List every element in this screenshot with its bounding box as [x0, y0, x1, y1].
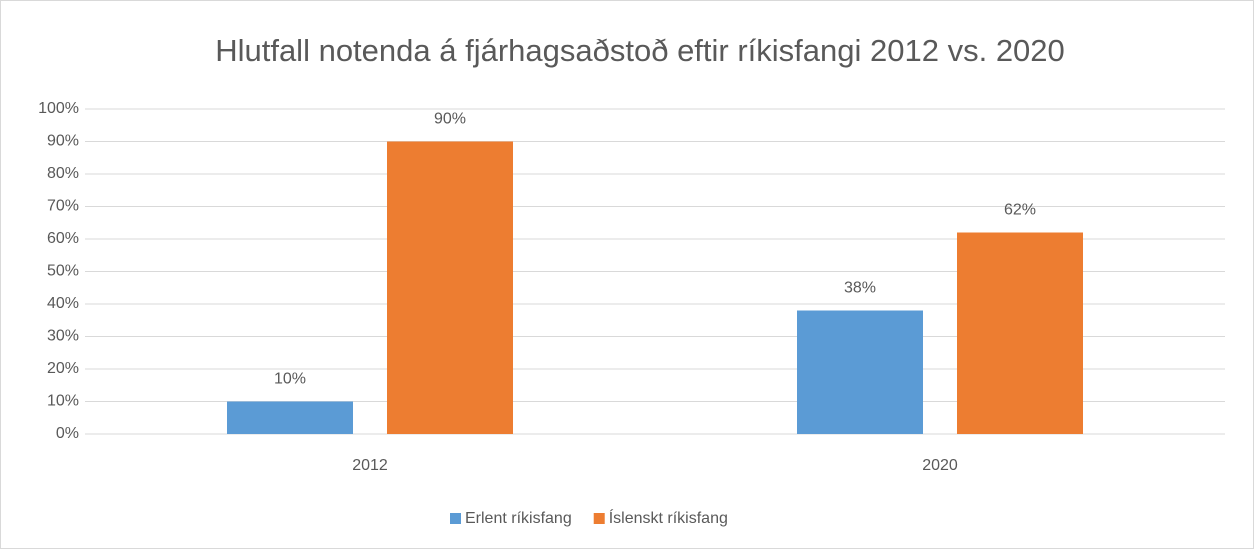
y-tick-label: 60%	[47, 230, 79, 247]
data-label: 10%	[274, 371, 306, 388]
bar	[797, 310, 923, 434]
x-tick-label: 2020	[922, 457, 958, 474]
x-tick-label: 2012	[352, 457, 388, 474]
data-label: 90%	[434, 111, 466, 128]
y-tick-label: 100%	[38, 100, 79, 117]
chart-title: Hlutfall notenda á fjárhagsaðstoð eftir …	[215, 33, 1065, 68]
legend-label: Erlent ríkisfang	[465, 510, 572, 527]
data-label: 62%	[1004, 202, 1036, 219]
y-tick-label: 0%	[56, 425, 79, 442]
y-tick-label: 20%	[47, 360, 79, 377]
y-tick-label: 10%	[47, 393, 79, 410]
legend-swatch	[593, 513, 605, 524]
bar	[387, 141, 513, 434]
y-tick-label: 40%	[47, 295, 79, 312]
y-tick-label: 50%	[47, 263, 79, 280]
bar	[957, 232, 1083, 434]
legend-swatch	[450, 513, 461, 524]
y-tick-label: 80%	[47, 165, 79, 182]
data-label: 38%	[844, 280, 876, 297]
y-tick-label: 30%	[47, 328, 79, 345]
legend-label: Íslenskt ríkisfang	[609, 508, 728, 527]
bar	[227, 401, 353, 434]
y-tick-label: 70%	[47, 198, 79, 215]
y-tick-label: 90%	[47, 133, 79, 150]
